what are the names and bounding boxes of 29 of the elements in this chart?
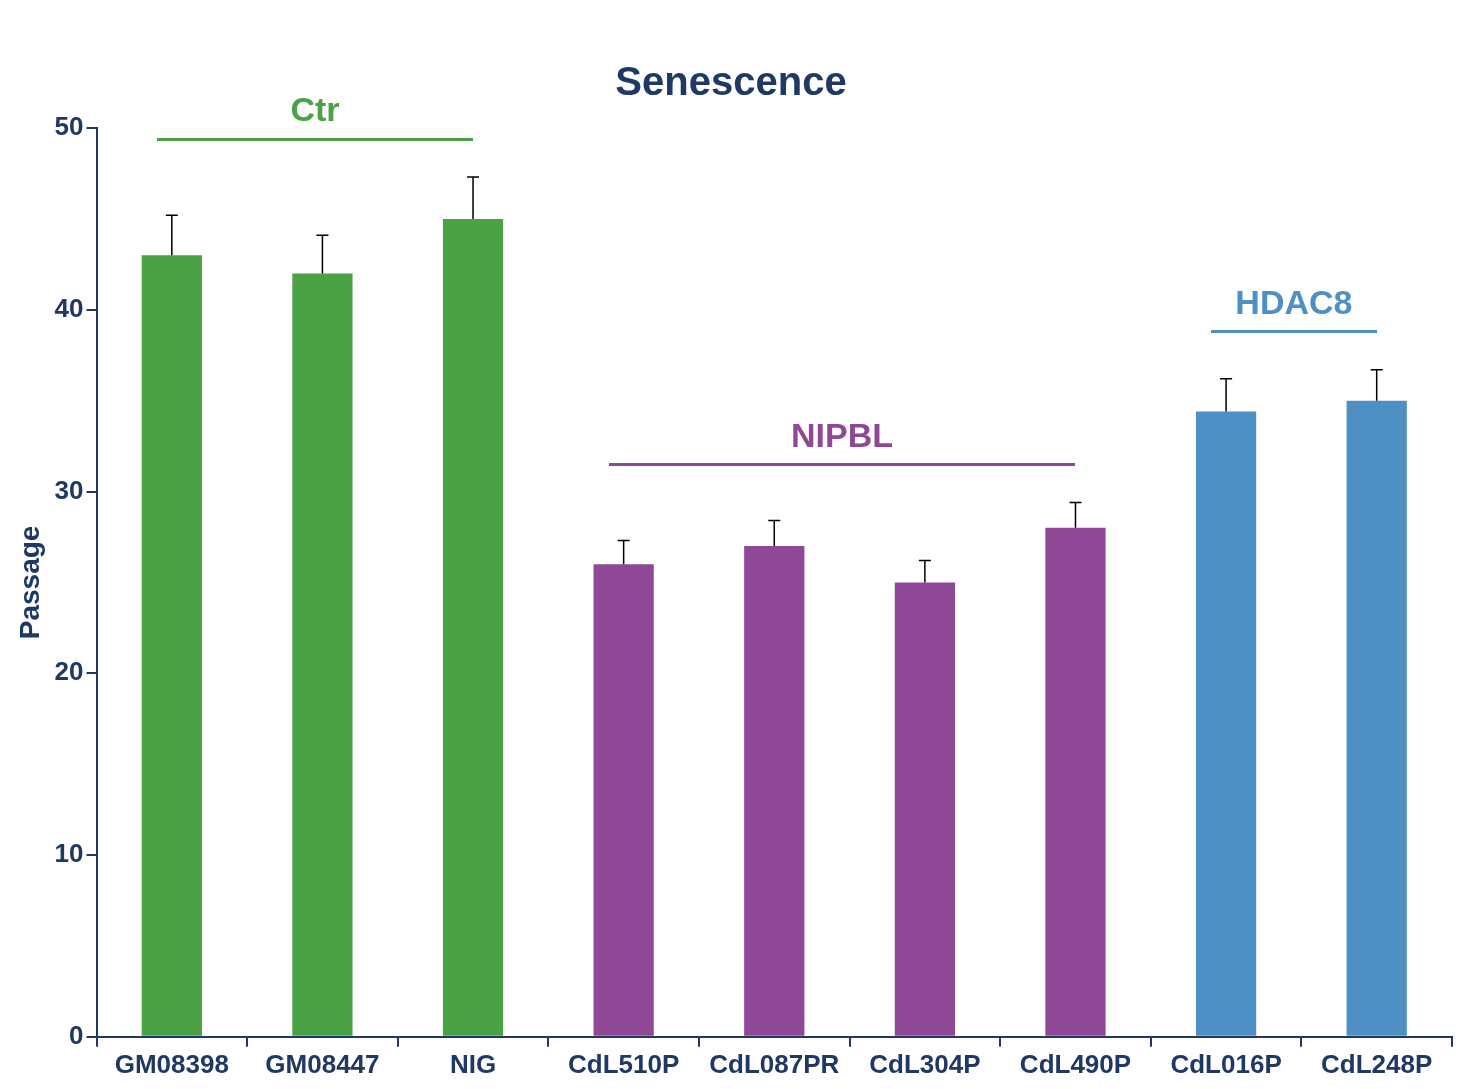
y-tick-label: 20 xyxy=(54,656,84,687)
y-tick-label: 40 xyxy=(54,292,84,323)
x-tick-label: CdL510P xyxy=(568,1048,680,1079)
y-axis-title: Passage xyxy=(13,525,45,640)
chart-title: Senescence xyxy=(615,59,847,104)
bar xyxy=(593,564,654,1036)
x-tick-label: CdL016P xyxy=(1170,1048,1282,1079)
x-tick-label: NIG xyxy=(449,1048,497,1079)
x-tick-label: CdL087PR xyxy=(709,1048,840,1079)
bar xyxy=(1346,400,1407,1036)
y-tick-label: 10 xyxy=(54,838,84,869)
y-tick-label: 30 xyxy=(54,474,84,505)
y-tick-label: 0 xyxy=(69,1019,84,1050)
x-tick-label: CdL248P xyxy=(1321,1048,1433,1079)
bar xyxy=(744,546,805,1036)
annotation: HDAC8 xyxy=(1235,283,1353,322)
bar xyxy=(141,255,202,1036)
annotation: Ctr xyxy=(290,90,340,129)
x-tick-label: GM08398 xyxy=(114,1048,229,1079)
x-tick-label: GM08447 xyxy=(265,1048,380,1079)
bar xyxy=(894,582,955,1036)
y-tick-label: 50 xyxy=(54,111,84,142)
bar xyxy=(1045,527,1106,1036)
x-tick-label: CdL304P xyxy=(869,1048,981,1079)
bar xyxy=(292,273,353,1036)
annotation: NIPBL xyxy=(791,415,894,454)
x-tick-label: CdL490P xyxy=(1019,1048,1132,1079)
bar xyxy=(1195,411,1257,1036)
bar xyxy=(442,218,504,1036)
